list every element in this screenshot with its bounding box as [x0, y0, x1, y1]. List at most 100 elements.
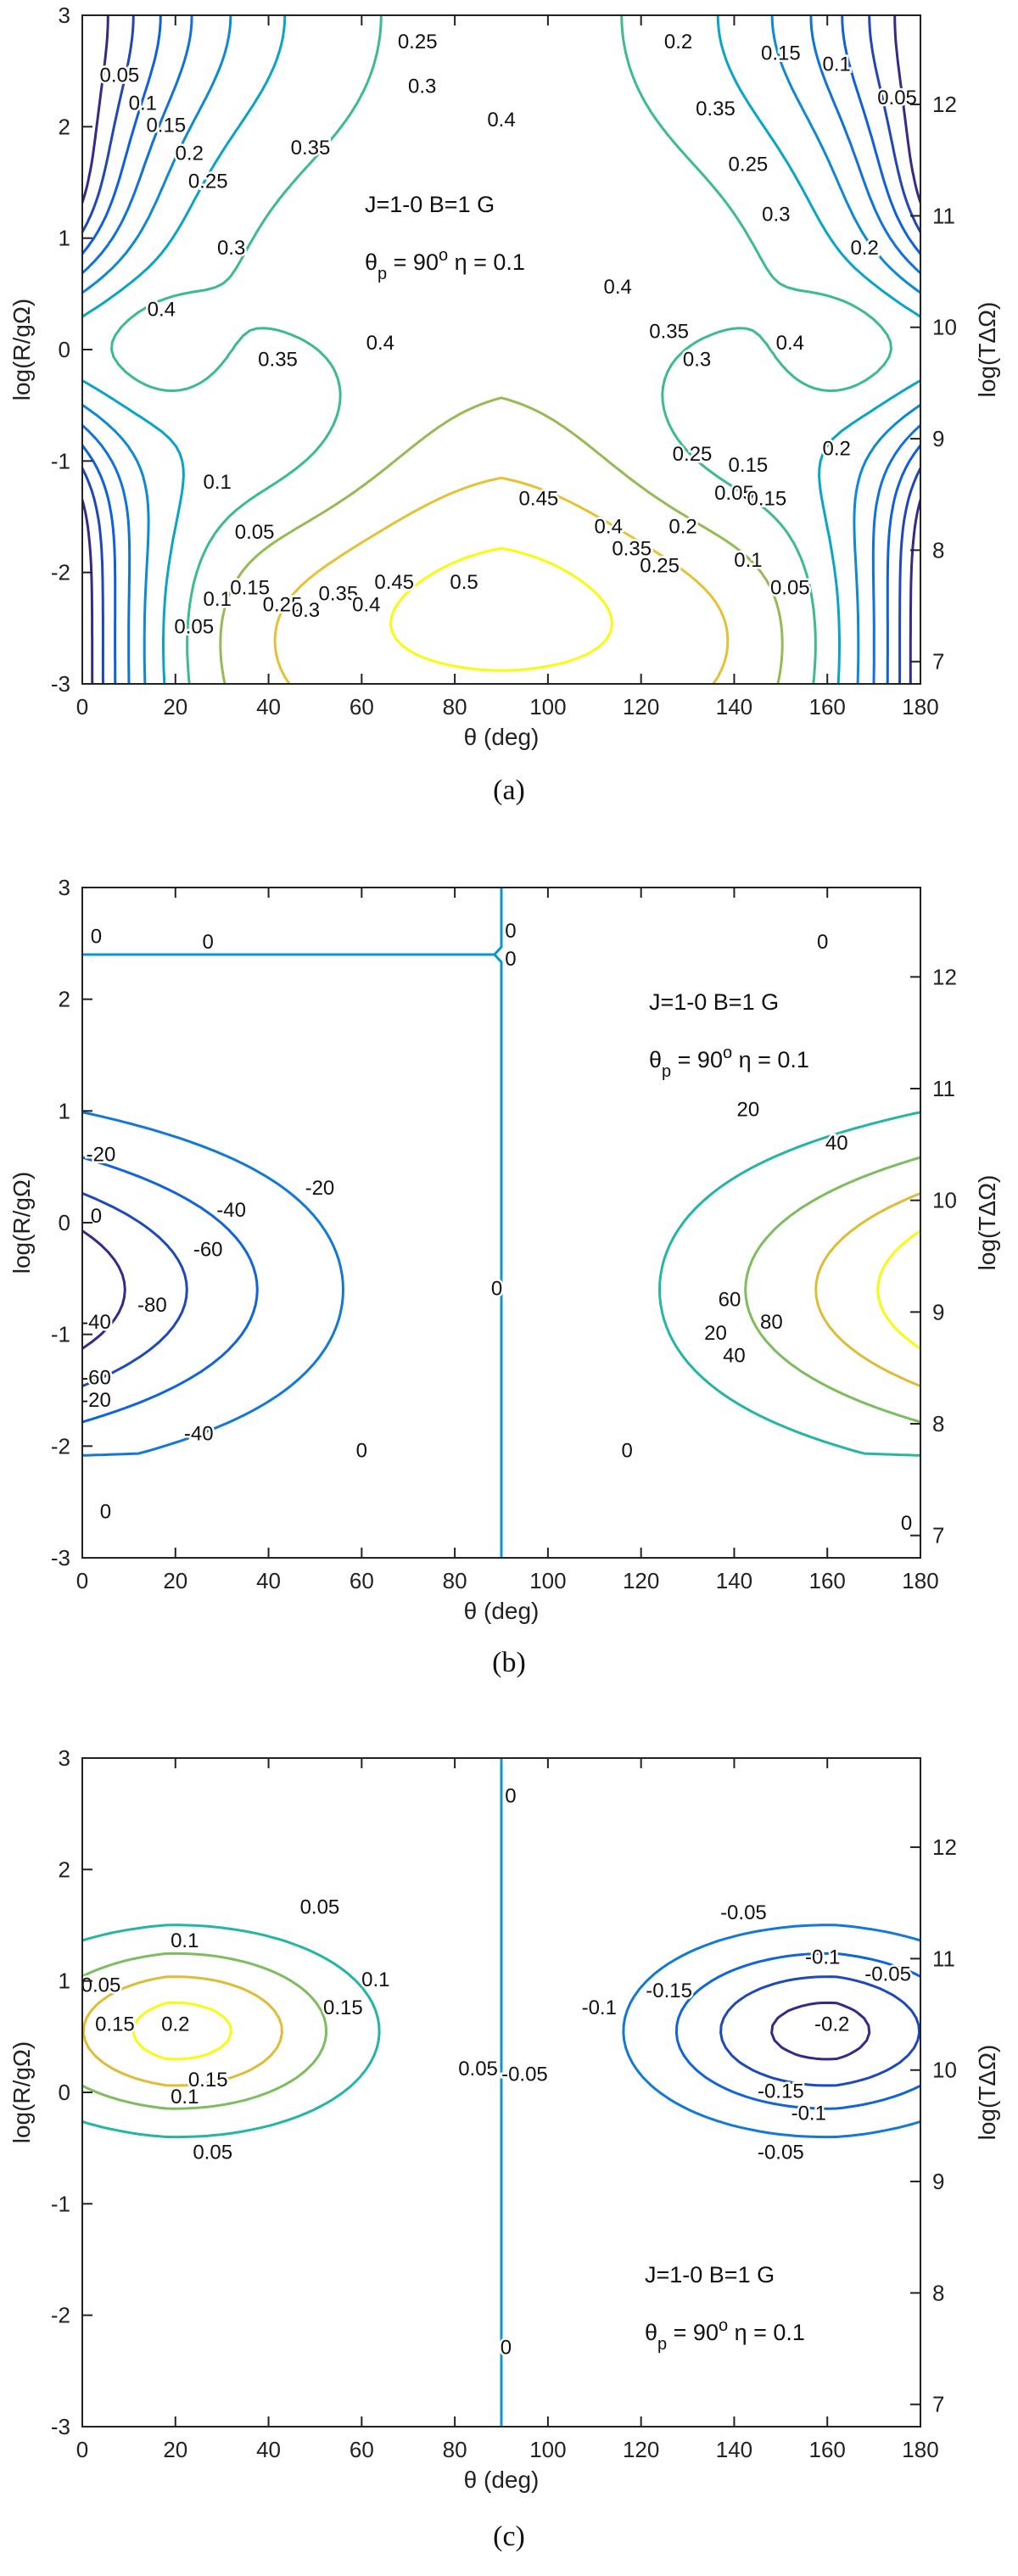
y-axis-label: log(R/gΩ)	[8, 2041, 35, 2144]
contour-level-line	[658, 1111, 920, 1457]
contour-label: -0.1	[582, 1996, 617, 2019]
contour-label: 0.05	[174, 616, 214, 639]
contour-label: 0.15	[761, 42, 801, 64]
contour-label: 0.45	[519, 488, 559, 511]
y-tick-label: 3	[59, 3, 70, 28]
contour-label: 0.05	[714, 482, 754, 505]
contour-label: 0.15	[729, 454, 769, 477]
y-tick-label: -1	[51, 1322, 70, 1347]
annotation-part: o	[723, 1044, 732, 1062]
y2-tick-label: 9	[932, 1299, 944, 1324]
x-tick-label: 20	[163, 694, 187, 720]
annotation-line1: J=1-0 B=1 G	[365, 192, 495, 217]
contour-label: -40	[184, 1423, 214, 1446]
x-tick-label: 100	[529, 2437, 566, 2462]
contour-labels: 00.050.10.050.15 0.20.150.10.150.10.050.0…	[79, 1783, 913, 2361]
x-tick-label: 140	[716, 2437, 752, 2462]
y-tick-label: 0	[59, 337, 70, 362]
y2-tick-label: 11	[932, 1076, 955, 1101]
panel-1: 0.250.30.2 0.15 0.10.050.050.10.150.20.250…	[8, 3, 1000, 806]
annotation-line2: θp = 90o η = 0.1	[365, 246, 525, 283]
y2-tick-label: 11	[932, 1946, 955, 1971]
contour-label: 0.35	[649, 321, 689, 344]
y2-tick-label: 7	[932, 649, 944, 675]
x-tick-label: 160	[809, 694, 846, 720]
contour-level-line	[622, 1924, 920, 2139]
x-tick-label: 80	[443, 2437, 467, 2462]
x-tick-label: 60	[350, 1568, 374, 1593]
contour-label: 0.35	[291, 137, 331, 160]
contour-label: 0.1	[129, 92, 157, 115]
contour-label: 0.25	[673, 443, 713, 466]
contour-level-line	[82, 1229, 126, 1350]
y-tick-label: 0	[59, 2080, 70, 2105]
x-axis-label: θ (deg)	[464, 2467, 540, 2493]
x-tick-label: 160	[809, 2437, 846, 2462]
contour-level-line	[389, 546, 613, 672]
panel-caption: (a)	[493, 775, 525, 806]
y-tick-label: -3	[51, 2414, 70, 2439]
contour-label: 0.1	[171, 2086, 199, 2108]
y-tick-label: -2	[51, 1433, 70, 1459]
x-tick-label: 120	[623, 2437, 659, 2462]
contour-label: 0	[505, 1784, 516, 1807]
contour-label: 0.15	[747, 488, 787, 511]
contour-level-line	[82, 15, 920, 684]
contour-label: 0.1	[171, 1929, 199, 1952]
y-tick-label: 3	[59, 1745, 70, 1771]
annotation-part: = 90	[671, 1047, 723, 1072]
contour-label: 60	[719, 1289, 741, 1312]
contour-level-line	[744, 1156, 920, 1424]
contour-label: 0.05	[300, 1896, 340, 1919]
contour-level-line	[82, 15, 920, 684]
contour-label: 0.15	[230, 577, 270, 600]
contour-label: 0.35	[612, 538, 652, 561]
contour-labels: 0 0 000-20-40-60-20-800-40-60-20-400204080…	[80, 918, 915, 1537]
annotation-part: θ	[649, 1047, 662, 1072]
annotation-part: p	[662, 1062, 671, 1081]
contour-label: 0.4	[366, 332, 394, 355]
contour-level-line	[131, 2001, 232, 2061]
y2-tick-label: 10	[932, 2058, 957, 2083]
annotation-part: = 90	[387, 249, 439, 275]
y2-tick-label: 12	[932, 92, 957, 117]
contour-label: -40	[81, 1311, 111, 1334]
y2-tick-label: 10	[932, 315, 957, 340]
y2-tick-label: 7	[932, 1523, 944, 1548]
contour-label: 0.3	[408, 76, 436, 98]
contour-level-line	[82, 1111, 344, 1457]
contour-label: 0	[901, 1512, 912, 1535]
contour-lines	[82, 1758, 920, 2427]
contour-label: 0.35	[319, 582, 359, 605]
contour-label: -60	[81, 1367, 111, 1390]
contour-label: 0.05	[770, 577, 810, 600]
annotation-line1: J=1-0 B=1 G	[645, 2262, 775, 2288]
y-axis-label: log(R/gΩ)	[8, 1172, 35, 1274]
contour-label: -40	[216, 1199, 246, 1222]
contour-label: -0.05	[720, 1901, 767, 1924]
contour-label: 80	[760, 1311, 783, 1334]
y2-axis-label: log(TΔΩ)	[974, 302, 1000, 398]
contour-level-line	[82, 1924, 381, 2139]
annotation-line1: J=1-0 B=1 G	[649, 989, 779, 1015]
contour-label: 0.1	[734, 549, 762, 572]
contour-level-line	[82, 15, 920, 684]
contour-level-line	[273, 476, 730, 684]
y2-tick-label: 11	[932, 203, 955, 228]
contour-label: 0.15	[188, 2069, 228, 2092]
y-tick-label: -2	[51, 560, 70, 585]
contour-label: -80	[137, 1294, 167, 1317]
contour-label: 0.1	[823, 53, 851, 76]
annotation-part: θ	[645, 2320, 657, 2345]
contour-label: 0.2	[823, 438, 851, 461]
annotation-part: p	[657, 2335, 667, 2354]
y2-tick-label: 12	[932, 1834, 957, 1860]
annotation-line2: θp = 90o η = 0.1	[649, 1044, 809, 1081]
x-tick-label: 0	[76, 2437, 88, 2462]
contour-level-line	[82, 1191, 188, 1388]
contour-label: 0.5	[450, 571, 478, 594]
contour-label: 0.3	[217, 237, 245, 260]
contour-label: 0.15	[323, 1996, 363, 2019]
contour-label: 0.05	[81, 1974, 121, 1997]
